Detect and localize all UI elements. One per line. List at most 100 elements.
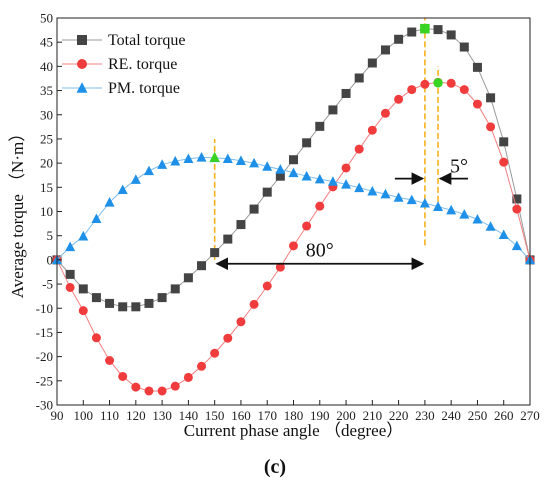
data-point <box>433 201 444 211</box>
data-point <box>210 348 220 358</box>
series-re-torque <box>52 77 535 396</box>
series-layer <box>52 24 535 396</box>
data-point <box>249 299 259 309</box>
data-point <box>485 221 496 231</box>
data-point <box>301 170 312 181</box>
x-tick-label: 150 <box>205 408 225 423</box>
data-point <box>275 164 286 174</box>
data-point <box>249 157 260 168</box>
data-point <box>235 155 246 165</box>
legend-item: Total torque <box>62 32 186 49</box>
legend-label: PM. torque <box>108 80 180 97</box>
data-point <box>118 302 128 312</box>
data-point <box>91 293 101 303</box>
x-tick-label: 240 <box>441 408 461 423</box>
highlight-point <box>209 151 220 162</box>
data-point <box>65 282 75 292</box>
data-point <box>394 94 404 104</box>
data-point <box>459 42 469 52</box>
y-axis-title: Average torque （N·m） <box>8 125 27 298</box>
x-tick-label: 110 <box>100 408 119 423</box>
legend-item: PM. torque <box>62 80 180 97</box>
data-point <box>236 220 246 230</box>
data-point <box>196 152 207 162</box>
x-tick-label: 140 <box>179 408 199 423</box>
y-tick-label: 40 <box>40 59 53 74</box>
x-tick-label: 230 <box>415 408 435 423</box>
plot-frame <box>56 17 531 406</box>
highlight-point <box>420 23 430 34</box>
data-point <box>354 73 364 83</box>
y-tick-label: -20 <box>36 349 53 364</box>
data-point <box>472 213 483 224</box>
data-point <box>459 209 470 219</box>
y-tick-label: 0 <box>47 252 54 267</box>
data-point <box>498 229 509 239</box>
x-tick-label: 130 <box>152 408 172 423</box>
legend-marker <box>77 35 87 45</box>
y-tick-label: 5 <box>47 228 54 243</box>
x-tick-label: 160 <box>231 408 251 423</box>
legend-label: RE. torque <box>108 56 177 73</box>
data-point <box>262 281 272 291</box>
data-point <box>197 261 207 271</box>
data-point <box>341 88 351 98</box>
y-tick-label: -5 <box>42 277 53 292</box>
data-point <box>78 284 88 294</box>
x-tick-label: 90 <box>51 408 64 423</box>
x-tick-label: 170 <box>257 408 277 423</box>
y-tick-label: 20 <box>40 156 53 171</box>
data-point <box>183 153 194 164</box>
legend-item: RE. torque <box>62 56 177 73</box>
data-point <box>472 62 482 72</box>
data-point <box>407 85 417 95</box>
data-point <box>486 122 496 132</box>
data-point <box>275 171 285 181</box>
data-point <box>302 138 312 148</box>
data-point <box>223 234 233 244</box>
data-point <box>65 241 76 252</box>
data-point <box>420 79 430 89</box>
data-point <box>446 30 456 40</box>
data-point <box>170 155 181 166</box>
data-point <box>407 27 417 37</box>
data-point <box>446 204 457 215</box>
legend-marker <box>77 59 87 69</box>
data-point <box>105 298 115 308</box>
data-point <box>367 58 377 68</box>
data-point <box>315 121 325 131</box>
data-point <box>367 185 378 196</box>
data-point <box>262 161 273 171</box>
data-point <box>512 204 522 214</box>
data-point <box>354 144 364 154</box>
legend: Total torque RE. torque PM. torque <box>62 32 186 97</box>
data-point <box>65 269 75 279</box>
data-point <box>222 153 233 164</box>
data-point <box>433 25 443 35</box>
data-point <box>157 293 167 303</box>
data-point <box>118 371 128 381</box>
data-point <box>262 187 272 197</box>
data-point <box>91 333 101 343</box>
data-point <box>419 198 430 208</box>
legend-label: Total torque <box>108 32 186 49</box>
axes: 90 100 110 120 130 140 150 160 170 180 190 200 210 22… <box>36 11 540 424</box>
highlighted-points <box>209 23 443 162</box>
data-point <box>380 188 391 199</box>
data-point <box>105 355 115 365</box>
data-point <box>315 201 325 211</box>
data-point <box>328 105 338 115</box>
y-tick-label: 25 <box>40 131 53 146</box>
data-point <box>314 173 325 184</box>
data-point <box>144 298 154 308</box>
data-point <box>78 306 88 316</box>
data-point <box>367 125 377 135</box>
data-point <box>380 45 390 55</box>
x-tick-label: 250 <box>468 408 488 423</box>
data-point <box>236 317 246 327</box>
highlight-point <box>433 78 443 88</box>
x-tick-label: 210 <box>363 408 383 423</box>
legend-marker <box>76 82 88 93</box>
data-point <box>223 333 233 343</box>
y-tick-label: 45 <box>40 35 53 50</box>
